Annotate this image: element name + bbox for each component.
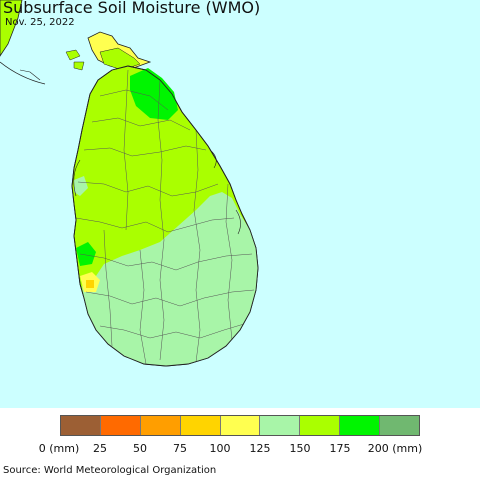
legend-tick-label: 175 (329, 442, 351, 455)
legend-swatch (61, 416, 101, 435)
north-islet-2 (73, 61, 85, 71)
west-zone-175-200 (76, 242, 96, 266)
district-boundaries (75, 69, 255, 365)
map-date: Nov. 25, 2022 (5, 17, 75, 28)
north-zone-175-200 (130, 68, 178, 120)
legend-tick-label: 0 (mm) (38, 442, 80, 455)
batticaloa-lagoon (235, 209, 241, 235)
legend-swatch (380, 416, 420, 435)
west-pocket-125-150 (74, 176, 88, 196)
trincomalee-bay (209, 149, 217, 169)
legend-tick-label: 200 (mm) (367, 442, 423, 455)
sri-lanka-map (0, 0, 259, 367)
legend-swatch (220, 416, 261, 435)
puttalam-lagoon (73, 159, 81, 197)
legend-tick-label: 150 (289, 442, 311, 455)
legend-swatch (100, 416, 141, 435)
india-coast-islet (19, 69, 41, 81)
legend-tick-label: 75 (173, 442, 187, 455)
legend-swatch (260, 416, 301, 435)
map-area: Subsurface Soil Moisture (WMO) Nov. 25, … (0, 0, 480, 408)
legend-tick-label: 25 (93, 442, 107, 455)
legend-tick-label: 100 (209, 442, 231, 455)
legend-swatch (300, 416, 341, 435)
legend-color-bar (60, 415, 420, 436)
north-islet-1 (65, 49, 81, 61)
legend-swatch (180, 416, 221, 435)
source-note: Source: World Meteorological Organizatio… (3, 465, 217, 476)
legend-swatch (340, 416, 381, 435)
legend-swatch (140, 416, 181, 435)
west-zone-75-100 (86, 280, 94, 288)
india-coast-sandbar (0, 61, 46, 85)
south-zone-125-150 (82, 192, 258, 366)
jaffna-peninsula-green (99, 47, 141, 71)
india-coast (0, 0, 23, 57)
legend-tick-label: 50 (133, 442, 147, 455)
map-title: Subsurface Soil Moisture (WMO) (3, 0, 261, 17)
legend-tick-label: 125 (249, 442, 271, 455)
